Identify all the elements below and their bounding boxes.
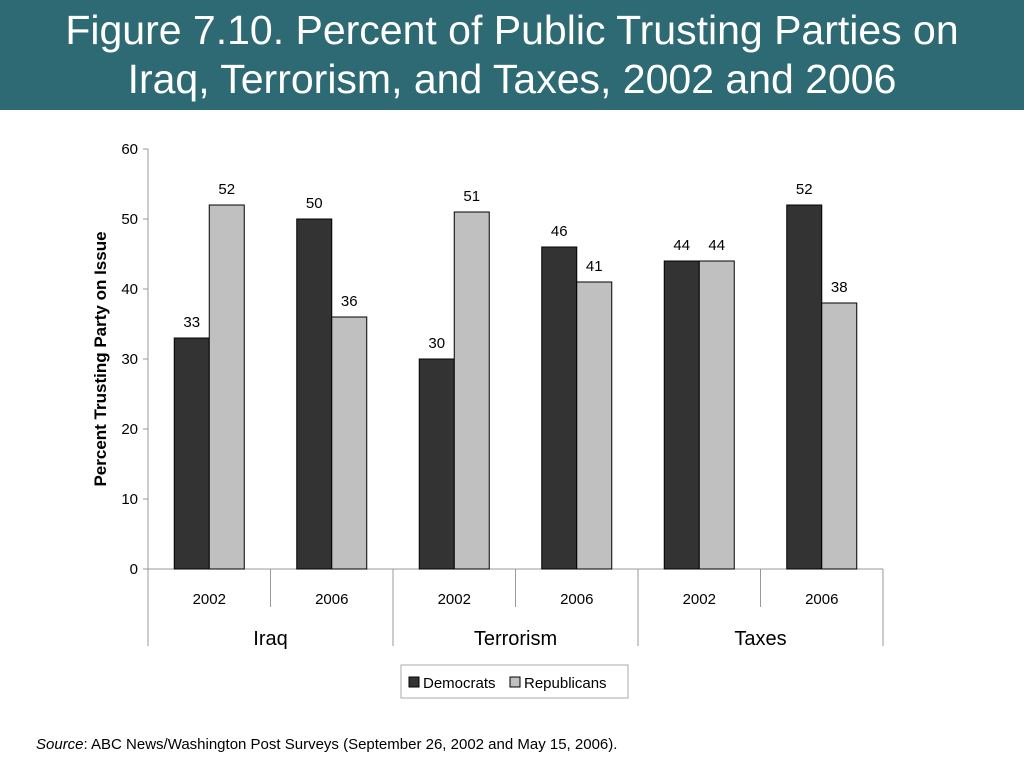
- legend-swatch-democrats: [408, 676, 420, 688]
- bar-value-label: 52: [218, 181, 235, 198]
- bar-democrats: [663, 260, 700, 570]
- bar-democrats: [296, 218, 333, 570]
- x-tick-label: 2002: [438, 591, 471, 608]
- source-label: Source: [36, 736, 84, 753]
- bar-value-label: 50: [306, 195, 323, 212]
- legend-swatch-republicans: [509, 676, 521, 688]
- y-axis-label: Percent Trusting Party on Issue: [91, 231, 110, 486]
- bar-value-label: 33: [183, 314, 200, 331]
- bar-value-label: 44: [708, 237, 725, 254]
- y-tick-label: 30: [121, 351, 138, 368]
- bar-value-label: 51: [463, 188, 480, 205]
- x-tick-label: 2006: [560, 591, 593, 608]
- bar-value-label: 41: [586, 258, 603, 275]
- y-tick-label: 60: [121, 141, 138, 158]
- bar-republicans: [821, 302, 858, 570]
- source-note: Source: ABC News/Washington Post Surveys…: [36, 736, 617, 753]
- x-group-label: Terrorism: [474, 628, 557, 650]
- x-group-label: Iraq: [253, 628, 287, 650]
- bar-democrats: [541, 246, 578, 570]
- page-title: Figure 7.10. Percent of Public Trusting …: [0, 0, 1024, 104]
- bar-republicans: [208, 204, 245, 570]
- title-line-1: Figure 7.10. Percent of Public Trusting …: [65, 7, 959, 53]
- bar-value-label: 36: [341, 293, 358, 310]
- bar-democrats: [418, 358, 455, 570]
- bar-republicans: [453, 211, 490, 570]
- bar-value-label: 38: [831, 279, 848, 296]
- x-group-label: Taxes: [734, 628, 786, 650]
- y-tick-label: 0: [130, 561, 138, 578]
- legend-label-democrats: Democrats: [423, 675, 496, 692]
- y-tick-label: 50: [121, 211, 138, 228]
- bar-value-label: 46: [551, 223, 568, 240]
- bar-republicans: [331, 316, 368, 570]
- bar-republicans: [576, 281, 613, 570]
- bar-value-label: 44: [673, 237, 690, 254]
- x-tick-label: 2002: [683, 591, 716, 608]
- bar-democrats: [786, 204, 823, 570]
- x-tick-label: 2002: [193, 591, 226, 608]
- x-tick-label: 2006: [315, 591, 348, 608]
- bar-chart: 0 10 20 30 40 50 60 Percent Trusting Party on I…: [91, 141, 884, 699]
- y-tick-label: 10: [121, 491, 138, 508]
- bar-value-label: 30: [428, 335, 445, 352]
- bar-democrats: [173, 337, 210, 570]
- title-bar: Figure 7.10. Percent of Public Trusting …: [0, 0, 1024, 110]
- x-tick-label: 2006: [805, 591, 838, 608]
- y-tick-label: 20: [121, 421, 138, 438]
- source-text: : ABC News/Washington Post Surveys (Sept…: [83, 736, 618, 753]
- bar-republicans: [698, 260, 735, 570]
- bar-value-label: 52: [796, 181, 813, 198]
- y-tick-label: 40: [121, 281, 138, 298]
- legend-label-republicans: Republicans: [524, 675, 607, 692]
- title-line-2: Iraq, Terrorism, and Taxes, 2002 and 200…: [127, 56, 897, 102]
